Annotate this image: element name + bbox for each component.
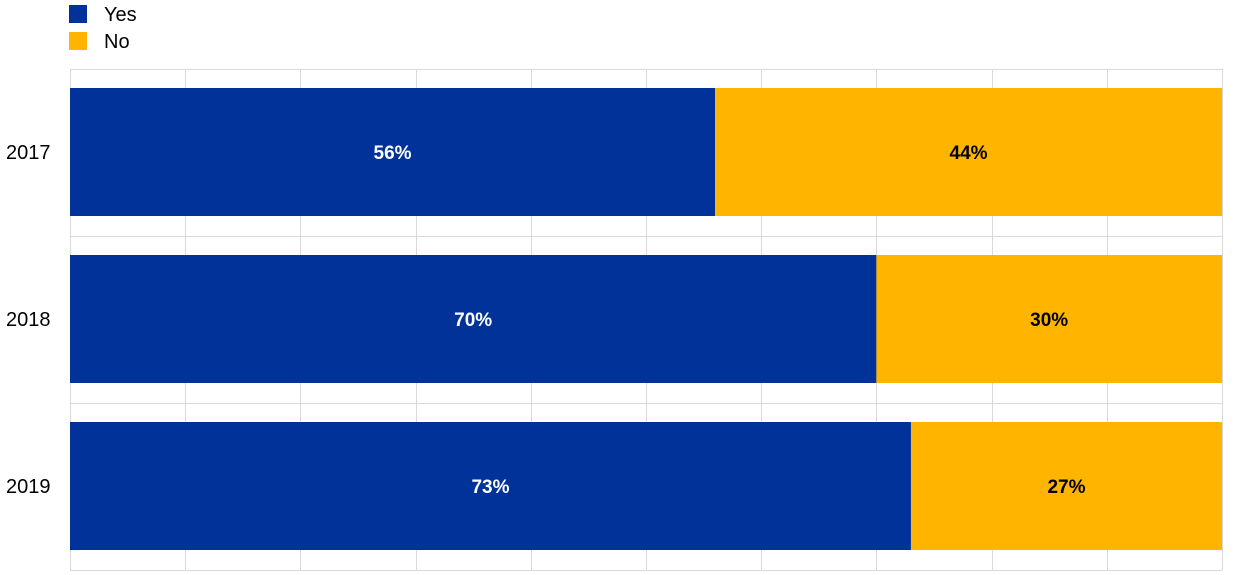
bar-no-2019	[910, 422, 1222, 550]
data-label-yes-2018: 70%	[454, 310, 492, 331]
bar-yes-2017	[70, 88, 716, 216]
legend-swatch-no	[69, 32, 87, 50]
bar-no-2017	[715, 88, 1222, 216]
data-label-no-2018: 30%	[1030, 310, 1068, 331]
legend-swatch-yes	[69, 5, 87, 23]
legend-label-no: No	[104, 31, 130, 53]
category-label-2018: 2018	[6, 309, 51, 331]
category-labels: 2017 2018 2019	[6, 142, 51, 498]
data-label-yes-2017: 56%	[374, 143, 412, 164]
bar-yes-2018	[70, 255, 877, 383]
bars	[70, 88, 1222, 550]
category-label-2017: 2017	[6, 142, 51, 164]
category-label-2019: 2019	[6, 476, 51, 498]
data-label-no-2017: 44%	[950, 143, 988, 164]
bar-no-2018	[876, 255, 1222, 383]
bar-yes-2019	[70, 422, 911, 550]
data-labels: 56% 44% 70% 30% 73% 27%	[374, 143, 1086, 498]
data-label-no-2019: 27%	[1047, 477, 1085, 498]
data-label-yes-2019: 73%	[471, 477, 509, 498]
legend-label-yes: Yes	[104, 4, 137, 26]
legend: Yes No	[69, 4, 137, 53]
